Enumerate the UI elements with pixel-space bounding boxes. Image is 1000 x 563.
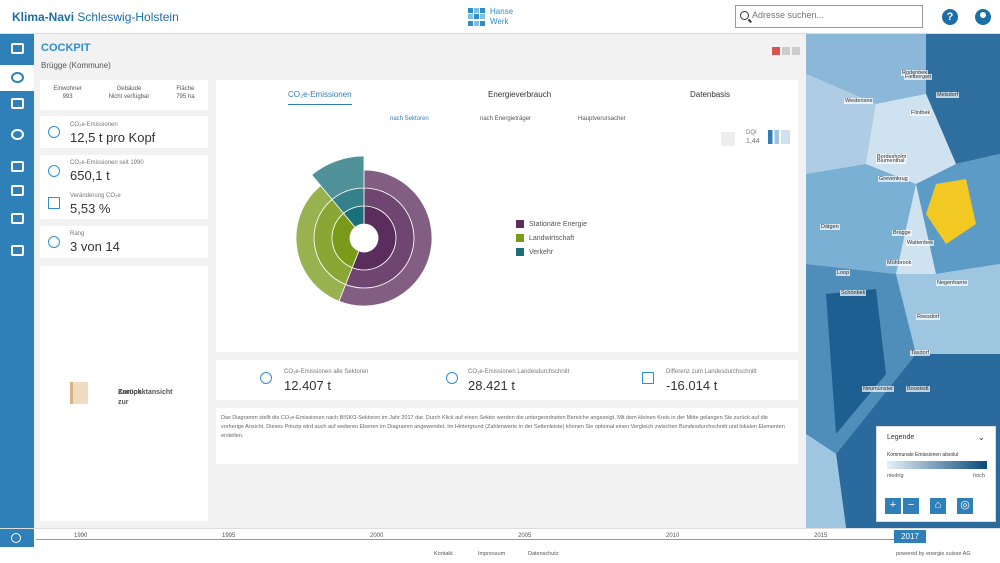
window-controls	[770, 42, 800, 60]
kpi-since-1990: CO₂e-Emissionen seit 1990 650,1 t Veränd…	[40, 155, 208, 219]
delta-icon	[48, 197, 60, 209]
average-icon	[446, 372, 458, 384]
search-icon	[740, 11, 749, 20]
sidebar-settings-icon[interactable]	[0, 122, 34, 148]
kpi-per-capita: CO₂e-Emissionen 12,5 t pro Kopf	[40, 116, 208, 148]
emissions-chart-card: CO₂e-Emissionen Energieverbrauch Datenba…	[216, 80, 798, 352]
legend-label: Landwirtschaft	[529, 234, 575, 242]
legend-swatch	[516, 248, 524, 256]
sunburst-segment-3-ring-3[interactable]	[311, 155, 365, 201]
tab-co2-emissions[interactable]: CO₂e-Emissionen	[288, 90, 352, 105]
legend-item-3[interactable]: Verkehr	[516, 248, 587, 256]
imprint-link[interactable]: Impressum	[478, 551, 506, 557]
sunburst-segment-1-ring-3[interactable]	[338, 169, 433, 307]
sidebar-chart-icon[interactable]	[0, 206, 34, 232]
close-icon[interactable]	[772, 47, 780, 55]
help-button[interactable]: ?	[942, 9, 958, 25]
page-title: COCKPIT	[41, 42, 91, 54]
legend-swatch	[516, 220, 524, 228]
sidebar-table-icon[interactable]	[0, 178, 34, 204]
stat-inhabitants: Einwohner 993	[53, 86, 82, 100]
municipality-stats: Einwohner 993 Gebäude Nicht verfügbar Fläc…	[40, 80, 208, 110]
legend-item-2[interactable]: Landwirtschaft	[516, 234, 587, 242]
zoom-out-button[interactable]: −	[903, 498, 919, 514]
subtab-main-emitters[interactable]: Hauptverursacher	[578, 116, 626, 122]
dqi-value: 1,44	[746, 138, 760, 145]
powered-by: powered by energie suisse AG	[896, 551, 971, 557]
subtab-sectors[interactable]: nach Sektoren	[390, 116, 429, 122]
app-title: Klima-Navi Schleswig-Holstein	[12, 10, 179, 24]
municipality-name: Brügge (Kommune)	[41, 61, 111, 70]
minimize-icon[interactable]	[782, 47, 790, 55]
sectors-icon	[260, 372, 272, 384]
co2-icon	[48, 126, 60, 138]
info-icon[interactable]	[721, 132, 735, 146]
timeline-axis[interactable]	[36, 539, 896, 540]
description-card: Das Diagramm stellt die CO₂e-Emissionen …	[216, 408, 798, 464]
timeline[interactable]: 1990 1995 2000 2005 2010 2015 2017 Konta…	[0, 528, 1000, 563]
address-search-input[interactable]	[752, 10, 917, 20]
subtab-energy-carriers[interactable]: nach Energieträger	[480, 116, 532, 122]
zoom-in-button[interactable]: +	[885, 498, 901, 514]
back-to-compact-button[interactable]: Zurück zur Kompaktansicht	[70, 382, 190, 408]
left-blank-card	[40, 266, 208, 521]
chevron-down-icon[interactable]: ⌄	[977, 432, 985, 442]
locate-icon[interactable]: ◎	[957, 498, 973, 514]
address-search[interactable]	[735, 5, 923, 28]
cockpit-panel: COCKPIT Brügge (Kommune) Einwohner 993 Ge…	[34, 34, 806, 528]
co2-cloud-icon	[48, 165, 60, 177]
emissions-summary: CO₂e-Emissionen alle Sektoren 12.407 t C…	[216, 360, 798, 400]
legend-label: Verkehr	[529, 248, 554, 256]
top-bar: Klima-Navi Schleswig-Holstein Hanse Werk …	[0, 0, 1000, 34]
dqi-label: DQI	[746, 130, 757, 136]
current-year-marker[interactable]: 2017	[894, 530, 926, 543]
sidebar-cockpit-icon[interactable]	[0, 65, 34, 91]
stat-buildings: Gebäude Nicht verfügbar	[108, 86, 150, 100]
privacy-link[interactable]: Datenschutz	[528, 551, 559, 557]
sidebar-data-icon[interactable]	[0, 154, 34, 180]
home-icon[interactable]: ⌂	[930, 498, 946, 514]
maximize-icon[interactable]	[792, 47, 800, 55]
tab-energy-consumption[interactable]: Energieverbrauch	[488, 90, 552, 99]
kpi-rank: Rang 3 von 14	[40, 226, 208, 258]
legend-gradient	[887, 461, 987, 469]
sunburst-chart[interactable]	[264, 148, 464, 328]
legend-swatch	[516, 234, 524, 242]
map-regions[interactable]	[806, 34, 1000, 528]
contact-link[interactable]: Kontakt	[434, 551, 453, 557]
tab-data-basis[interactable]: Datenbasis	[690, 90, 731, 99]
map-legend: Legende ⌄ Kommunale Emissionen absolut n…	[876, 426, 996, 522]
back-arrow-icon	[70, 382, 88, 404]
legend-label: Stationäre Energie	[529, 220, 587, 228]
chart-legend: Stationäre Energie Landwirtschaft Verkehr	[516, 220, 587, 262]
user-account-icon[interactable]	[975, 9, 991, 25]
sidebar-map-icon[interactable]	[0, 91, 34, 117]
sidebar-document-icon[interactable]	[0, 238, 34, 264]
dqi-bar	[768, 130, 790, 144]
trophy-icon	[48, 236, 60, 248]
legend-item-1[interactable]: Stationäre Energie	[516, 220, 587, 228]
description-text: Das Diagramm stellt die CO₂e-Emissionen …	[221, 415, 785, 439]
sidebar-info-card-icon[interactable]	[0, 36, 34, 62]
clock-icon	[0, 529, 34, 547]
difference-icon	[642, 372, 654, 384]
stat-area: Fläche 795 ha	[176, 86, 195, 100]
sidebar	[0, 34, 34, 528]
hansewerk-logo: Hanse Werk	[468, 5, 528, 29]
